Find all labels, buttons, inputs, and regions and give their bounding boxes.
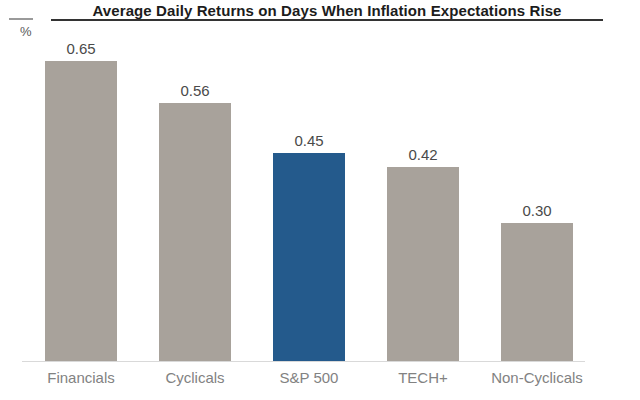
x-axis-label-financials: Financials <box>26 369 136 386</box>
bar-financials <box>45 61 117 361</box>
y-axis-unit-label: % <box>20 24 32 39</box>
value-label-financials: 0.65 <box>36 40 126 57</box>
x-axis-label-cyclicals: Cyclicals <box>140 369 250 386</box>
header-left-rule <box>9 18 33 20</box>
bar-cyclicals <box>159 103 231 361</box>
title-underline-rule <box>51 19 603 21</box>
value-label-s-p-500: 0.45 <box>264 132 354 149</box>
bar-non-cyclicals <box>501 223 573 361</box>
x-axis-label-non-cyclicals: Non-Cyclicals <box>482 369 592 386</box>
chart-title: Average Daily Returns on Days When Infla… <box>51 2 603 19</box>
x-axis-label-s-p-500: S&P 500 <box>254 369 364 386</box>
value-label-cyclicals: 0.56 <box>150 82 240 99</box>
value-label-non-cyclicals: 0.30 <box>492 202 582 219</box>
bar-tech <box>387 167 459 361</box>
value-label-tech: 0.42 <box>378 146 468 163</box>
bar-s-p-500 <box>273 153 345 361</box>
x-axis-label-tech: TECH+ <box>368 369 478 386</box>
x-axis-line <box>22 361 585 362</box>
bar-chart: Average Daily Returns on Days When Infla… <box>0 0 640 400</box>
